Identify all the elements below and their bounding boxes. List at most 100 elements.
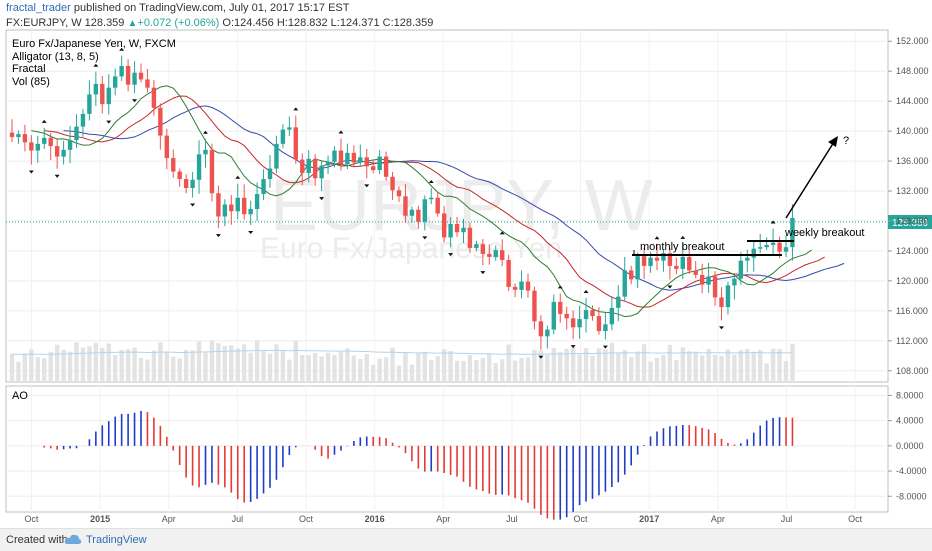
- candle-body: [725, 285, 731, 308]
- candle-body: [183, 179, 189, 189]
- candle-body: [280, 129, 286, 144]
- candle-body: [300, 159, 305, 174]
- candle-body: [312, 158, 318, 179]
- candle-body: [467, 227, 473, 248]
- fractal-down-icon: [448, 253, 454, 257]
- candle-body: [790, 217, 795, 248]
- candle-body: [216, 193, 221, 217]
- volume-bar: [300, 355, 305, 382]
- volume-bar: [512, 360, 518, 382]
- candle-body: [441, 213, 447, 238]
- volume-bar: [396, 365, 402, 382]
- tradingview-brand[interactable]: TradingView: [86, 534, 147, 546]
- volume-bar: [564, 348, 569, 382]
- volume-bar: [416, 353, 421, 382]
- candle-body: [538, 321, 544, 337]
- candle-body: [590, 310, 595, 317]
- fractal-down-icon: [480, 271, 486, 275]
- volume-bar: [648, 361, 653, 382]
- volume-bar: [229, 345, 234, 382]
- created-with-label: Created with: [6, 534, 68, 546]
- candle-body: [29, 142, 34, 151]
- volume-bar: [183, 350, 189, 382]
- volume-bar: [209, 340, 215, 382]
- candle-body: [545, 329, 550, 337]
- ao-tick-label: 0.0000: [896, 441, 924, 451]
- volume-bar: [764, 363, 769, 382]
- candle-body: [777, 242, 782, 252]
- candle-body: [674, 265, 679, 269]
- candle-body: [325, 161, 331, 166]
- candle-body: [583, 310, 589, 320]
- footer: Created with TradingView: [0, 528, 932, 551]
- candle-body: [770, 242, 776, 245]
- candle-body: [287, 127, 292, 130]
- volume-bar: [87, 346, 92, 382]
- candle-body: [435, 197, 440, 214]
- candle-body: [177, 171, 182, 180]
- candle-body: [293, 127, 298, 160]
- volume-bar: [293, 340, 298, 382]
- candle-body: [712, 276, 718, 298]
- volume-bars: [9, 340, 795, 382]
- volume-bar: [596, 348, 602, 382]
- watermark-symbol: EURJPY, W: [270, 166, 653, 246]
- volume-bar: [61, 349, 66, 382]
- candle-body: [80, 113, 86, 127]
- candle-body: [699, 274, 705, 285]
- candle-body: [203, 149, 208, 155]
- volume-bar: [719, 355, 724, 382]
- fractal-up-icon: [654, 236, 660, 240]
- volume-bar: [661, 355, 666, 382]
- candle-body: [222, 204, 228, 217]
- legend-vol: Vol (85): [12, 76, 50, 88]
- time-tick-label: Jul: [232, 514, 244, 524]
- candle-body: [493, 250, 498, 257]
- time-tick-label: Apr: [162, 514, 176, 524]
- monthly-breakout-label: monthly breakout: [640, 241, 724, 253]
- volume-bar: [409, 364, 415, 382]
- price-tick-label: 152.000: [896, 36, 929, 46]
- candle-body: [532, 290, 537, 322]
- volume-bar: [429, 359, 434, 382]
- chart-area[interactable]: EURJPY, W Euro Fx/Japanese Yen monthly b…: [0, 0, 932, 528]
- candle-body: [74, 126, 79, 141]
- price-tick-label: 112.000: [896, 336, 928, 346]
- volume-bar: [261, 351, 266, 382]
- candle-body: [9, 132, 15, 138]
- volume-bar: [248, 352, 253, 382]
- fractals: [28, 47, 776, 359]
- ao-tick-label: 8.0000: [896, 390, 924, 400]
- price-tick-label: 148.000: [896, 66, 929, 76]
- price-badge-label: 128.359: [892, 218, 929, 229]
- author-link[interactable]: fractal_trader: [6, 2, 71, 14]
- fractal-down-icon: [422, 236, 428, 240]
- weekly-breakout-label: weekly breakout: [784, 227, 865, 239]
- published-text: published on TradingView.com, July 01, 2…: [73, 2, 350, 14]
- candle-body: [390, 176, 395, 191]
- candle-body: [570, 318, 576, 328]
- fractal-down-icon: [570, 345, 576, 349]
- volume-bar: [487, 353, 492, 382]
- volume-bar: [145, 359, 150, 382]
- volume-bar: [454, 360, 460, 382]
- volume-bar: [158, 342, 163, 382]
- candle-body: [319, 165, 324, 179]
- ao-tick-label: -4.0000: [896, 466, 927, 476]
- volume-bar: [312, 352, 318, 382]
- candle-body: [61, 149, 66, 157]
- fractal-up-icon: [557, 285, 563, 289]
- volume-bar: [235, 348, 240, 382]
- candle-body: [242, 197, 247, 215]
- volume-bar: [287, 359, 292, 382]
- projection-arrow-line: [785, 141, 835, 219]
- volume-bar: [306, 355, 311, 382]
- tradingview-cloud-icon: [64, 534, 82, 544]
- candle-body: [248, 208, 253, 215]
- price-tick-label: 136.000: [896, 156, 929, 166]
- candle-body: [751, 248, 756, 258]
- volume-bar: [54, 344, 60, 382]
- candle-body: [106, 87, 111, 105]
- volume-bar: [383, 357, 389, 382]
- candle-body: [306, 158, 311, 174]
